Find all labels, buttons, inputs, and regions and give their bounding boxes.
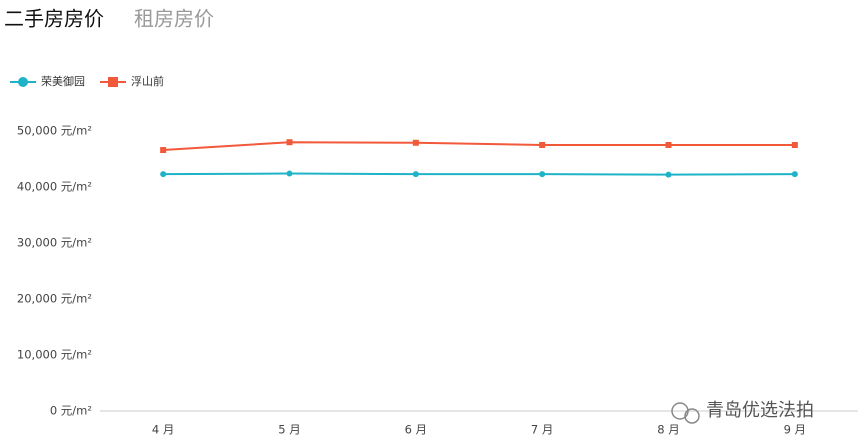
y-tick-label: 30,000 元/m² <box>17 236 92 250</box>
watermark: 青岛优选法拍 <box>671 400 814 424</box>
legend-marker <box>108 77 118 87</box>
marker <box>791 171 798 178</box>
x-tick-label: 9 月 <box>784 423 806 437</box>
y-tick-label: 50,000 元/m² <box>17 124 92 138</box>
y-tick-label: 20,000 元/m² <box>17 292 92 306</box>
y-tick-label: 0 元/m² <box>50 404 92 418</box>
marker <box>665 171 672 178</box>
x-tick-label: 5 月 <box>278 423 300 437</box>
marker <box>160 171 167 178</box>
watermark-text: 青岛优选法拍 <box>706 400 814 421</box>
marker <box>286 139 293 146</box>
legend-marker <box>18 77 28 87</box>
y-tick-label: 40,000 元/m² <box>17 180 92 194</box>
y-tick-label: 10,000 元/m² <box>17 348 92 362</box>
series-line <box>163 172 795 176</box>
x-tick-label: 4 月 <box>152 423 174 437</box>
x-tick-label: 8 月 <box>657 423 679 437</box>
marker <box>539 142 546 148</box>
marker <box>665 142 672 148</box>
marker <box>539 171 546 178</box>
marker <box>160 147 167 154</box>
tab[interactable]: 租房房价 <box>134 7 214 31</box>
legend-label: 荣美御园 <box>41 74 85 88</box>
marker <box>286 170 293 177</box>
marker <box>412 139 419 146</box>
tab-active[interactable]: 二手房房价 <box>4 7 104 31</box>
marker <box>791 142 798 148</box>
marker <box>412 171 419 178</box>
x-tick-label: 7 月 <box>531 423 553 437</box>
legend-label: 浮山前 <box>131 74 164 88</box>
series-line <box>163 141 795 152</box>
x-tick-label: 6 月 <box>405 423 427 437</box>
